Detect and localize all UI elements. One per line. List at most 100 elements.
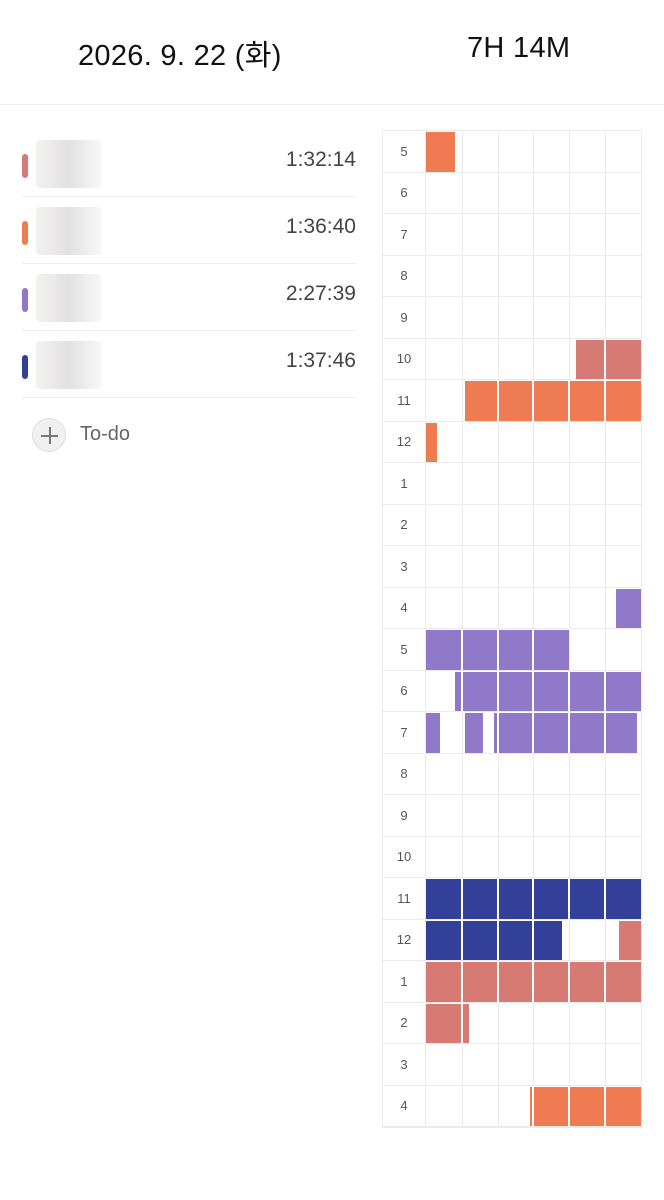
- time-block-navy[interactable]: [426, 920, 563, 960]
- hour-label: 4: [383, 1085, 426, 1126]
- grid-line: [605, 919, 607, 960]
- grid-line: [461, 587, 463, 628]
- hour-label: 2: [383, 504, 426, 545]
- block-separator: [532, 671, 535, 711]
- grid-line: [533, 504, 535, 545]
- hour-label: 12: [383, 919, 426, 960]
- grid-line: [605, 297, 607, 338]
- block-separator: [604, 1086, 607, 1126]
- hour-row: 3: [383, 1044, 641, 1086]
- task-time: 1:32:14: [285, 148, 356, 171]
- grid-line: [533, 172, 535, 213]
- time-block-rose[interactable]: [619, 920, 641, 960]
- grid-line: [461, 214, 463, 255]
- grid-line: [605, 255, 607, 296]
- time-block-orange[interactable]: [426, 132, 455, 172]
- task-time: 1:36:40: [285, 215, 356, 238]
- hour-row: 6: [383, 172, 641, 214]
- time-block-rose[interactable]: [426, 1003, 469, 1043]
- grid-line: [533, 338, 535, 379]
- grid-line: [461, 131, 463, 172]
- grid-line: [569, 255, 571, 296]
- grid-line: [497, 1002, 499, 1043]
- grid-line: [605, 836, 607, 877]
- task-color-marker: [22, 154, 28, 178]
- hour-row: 2: [383, 1002, 641, 1044]
- grid-line: [497, 1044, 499, 1085]
- grid-line: [605, 504, 607, 545]
- grid-line: [569, 297, 571, 338]
- block-separator: [460, 1003, 463, 1043]
- time-block-purple[interactable]: [494, 713, 638, 753]
- time-block-purple[interactable]: [426, 713, 441, 753]
- grid-line: [497, 463, 499, 504]
- grid-line: [533, 131, 535, 172]
- time-block-orange[interactable]: [426, 422, 437, 462]
- timeline-grid: 5 6 7 8 9 10 11 12 1 2 3 4 5 6 7 8 9 10 11 12 1 2 3 4: [382, 130, 642, 1128]
- grid-line: [605, 214, 607, 255]
- grid-line: [569, 836, 571, 877]
- hour-row: 4: [383, 587, 641, 629]
- time-block-purple[interactable]: [454, 671, 641, 711]
- hour-label: 8: [383, 753, 426, 794]
- grid-line: [605, 753, 607, 794]
- add-todo-label: To-do: [80, 423, 131, 445]
- hour-row: 1: [383, 463, 641, 505]
- grid-line: [533, 297, 535, 338]
- grid-line: [461, 297, 463, 338]
- grid-line: [533, 836, 535, 877]
- hour-label: 5: [383, 629, 426, 670]
- block-separator: [460, 962, 463, 1002]
- task-row[interactable]: 2:27:39: [22, 264, 356, 331]
- hour-label: 11: [383, 878, 426, 919]
- block-separator: [568, 671, 571, 711]
- task-row[interactable]: 1:32:14: [22, 130, 356, 197]
- grid-line: [461, 546, 463, 587]
- plus-icon[interactable]: [32, 418, 66, 452]
- grid-line: [569, 753, 571, 794]
- time-block-navy[interactable]: [426, 879, 641, 919]
- time-block-purple[interactable]: [465, 713, 484, 753]
- grid-line: [497, 836, 499, 877]
- grid-line: [605, 172, 607, 213]
- task-row[interactable]: 1:37:46: [22, 331, 356, 398]
- grid-line: [533, 421, 535, 462]
- time-block-rose[interactable]: [576, 339, 641, 379]
- hour-label: 10: [383, 836, 426, 877]
- hour-label: 4: [383, 587, 426, 628]
- time-block-purple[interactable]: [615, 588, 641, 628]
- hour-label: 7: [383, 712, 426, 753]
- time-block-orange[interactable]: [465, 381, 641, 421]
- block-separator: [604, 713, 607, 753]
- header-bar: 2026. 9. 22 (화) 7H 14M: [0, 0, 664, 105]
- hour-row: 7: [383, 214, 641, 256]
- grid-line: [605, 795, 607, 836]
- task-name-blurred: [36, 140, 102, 188]
- task-name-blurred: [36, 341, 102, 389]
- grid-line: [605, 421, 607, 462]
- time-block-purple[interactable]: [426, 630, 570, 670]
- block-separator: [496, 920, 499, 960]
- grid-line: [569, 919, 571, 960]
- grid-line: [497, 131, 499, 172]
- date-title[interactable]: 2026. 9. 22 (화): [78, 40, 282, 72]
- block-separator: [568, 1086, 571, 1126]
- hour-row: 9: [383, 795, 641, 837]
- time-block-orange[interactable]: [529, 1086, 641, 1126]
- grid-line: [605, 1002, 607, 1043]
- grid-line: [605, 463, 607, 504]
- task-name-blurred: [36, 207, 102, 255]
- block-separator: [496, 671, 499, 711]
- hour-label: 8: [383, 255, 426, 296]
- time-block-rose[interactable]: [426, 962, 641, 1002]
- hour-label: 1: [383, 463, 426, 504]
- block-separator: [532, 630, 535, 670]
- grid-line: [605, 1044, 607, 1085]
- grid-line: [533, 214, 535, 255]
- grid-line: [569, 214, 571, 255]
- task-row[interactable]: 1:36:40: [22, 197, 356, 264]
- block-separator: [460, 879, 463, 919]
- block-separator: [460, 920, 463, 960]
- block-separator: [604, 339, 607, 379]
- grid-line: [533, 463, 535, 504]
